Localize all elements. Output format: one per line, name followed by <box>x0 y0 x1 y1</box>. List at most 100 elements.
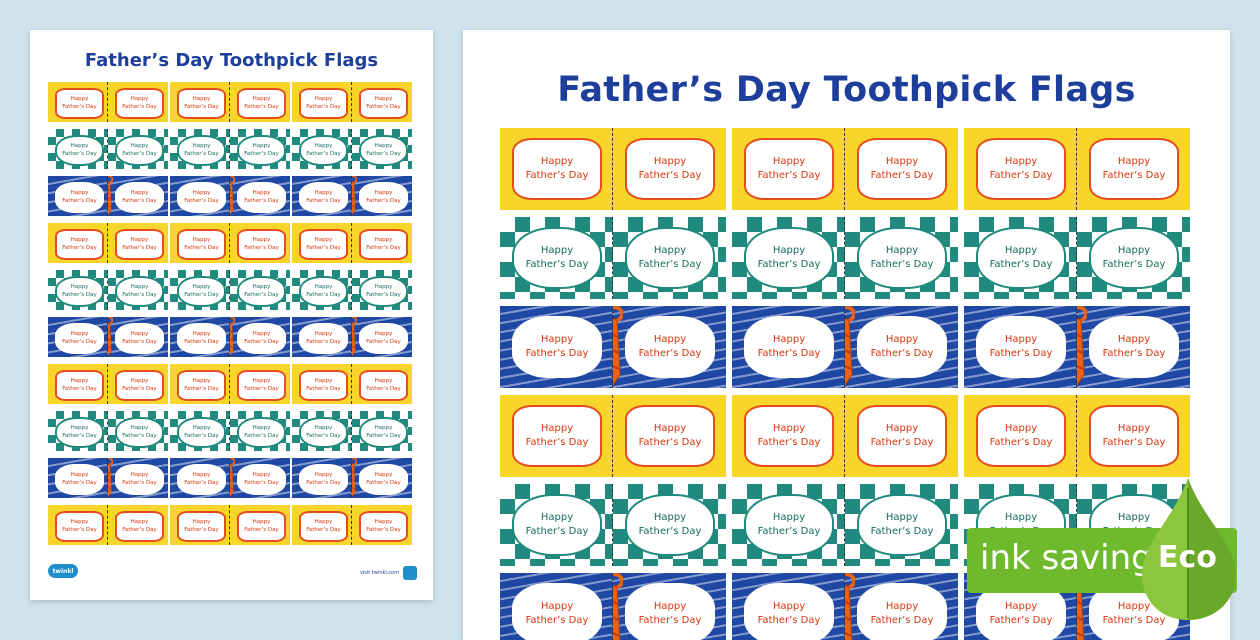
flag-text-fathers-day: Father’s Day <box>306 479 341 486</box>
flag-text-happy: Happy <box>70 236 89 243</box>
footer-badge-icon <box>403 566 417 580</box>
flag-text-fathers-day: Father’s Day <box>122 526 157 533</box>
tie-icon <box>230 458 235 498</box>
flag-text-fathers-day: Father’s Day <box>366 385 401 392</box>
flag-text-happy: Happy <box>653 155 687 167</box>
flag-text-happy: Happy <box>653 244 687 256</box>
flag-text-happy: Happy <box>1004 155 1038 167</box>
flag-text-happy: Happy <box>885 244 919 256</box>
flag-text-happy: Happy <box>314 95 333 102</box>
flag-text-happy: Happy <box>540 244 574 256</box>
flag-text-fathers-day: Father’s Day <box>366 526 401 533</box>
flag-text-fathers-day: Father’s Day <box>757 526 821 537</box>
flag-text-fathers-day: Father’s Day <box>366 432 401 439</box>
flag-text-fathers-day: Father’s Day <box>870 615 934 626</box>
flag-text-happy: Happy <box>130 518 149 525</box>
flag-text-fathers-day: Father’s Day <box>184 244 219 251</box>
flag-text-fathers-day: Father’s Day <box>62 479 97 486</box>
flag-text-happy: Happy <box>314 189 333 196</box>
flag-text-happy: Happy <box>252 518 271 525</box>
flag-text-fathers-day: Father’s Day <box>366 479 401 486</box>
flag-text-fathers-day: Father’s Day <box>184 150 219 157</box>
flag-text-happy: Happy <box>252 471 271 478</box>
tie-icon <box>230 317 235 357</box>
flag-text-happy: Happy <box>70 95 89 102</box>
flag-text-happy: Happy <box>70 471 89 478</box>
flag-text-fathers-day: Father’s Day <box>62 432 97 439</box>
flag-text-happy: Happy <box>885 422 919 434</box>
flag-text-fathers-day: Father’s Day <box>244 432 279 439</box>
flag-text-happy: Happy <box>885 333 919 345</box>
flag-text-fathers-day: Father’s Day <box>366 244 401 251</box>
tie-icon <box>230 176 235 216</box>
flag-text-happy: Happy <box>772 244 806 256</box>
flag-text-fathers-day: Father’s Day <box>62 244 97 251</box>
flag-text-fathers-day: Father’s Day <box>1102 170 1166 181</box>
flag-text-fathers-day: Father’s Day <box>184 338 219 345</box>
flag-text-happy: Happy <box>130 424 149 431</box>
flag-text-fathers-day: Father’s Day <box>306 291 341 298</box>
flag-text-fathers-day: Father’s Day <box>1102 348 1166 359</box>
flag-text-fathers-day: Father’s Day <box>244 385 279 392</box>
flag-text-happy: Happy <box>374 236 393 243</box>
flag-text-happy: Happy <box>1117 511 1151 523</box>
flag-text-happy: Happy <box>374 283 393 290</box>
flag-text-fathers-day: Father’s Day <box>525 259 589 270</box>
small-sheet-title: Father’s Day Toothpick Flags <box>84 50 379 71</box>
flag-text-fathers-day: Father’s Day <box>638 259 702 270</box>
flag-text-fathers-day: Father’s Day <box>989 259 1053 270</box>
flag-text-happy: Happy <box>314 424 333 431</box>
ink-saving-text: ink saving <box>980 538 1153 578</box>
flag-text-fathers-day: Father’s Day <box>366 338 401 345</box>
